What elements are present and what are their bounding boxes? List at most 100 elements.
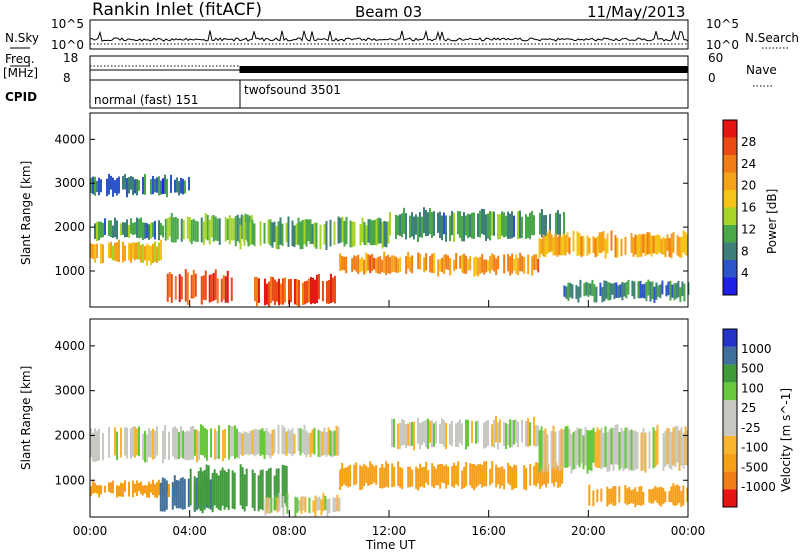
power-band-8-strip: [411, 212, 413, 237]
power-band-9-strip: [658, 235, 661, 253]
velocity-band-0-strip: [116, 431, 118, 461]
power-band-3-strip: [212, 215, 215, 242]
velocity-band-5-strip: [318, 496, 321, 510]
power-band-4-strip: [190, 275, 193, 299]
velocity-band-8-strip: [594, 431, 597, 467]
power-band-7-strip: [463, 253, 466, 274]
velocity-band-1-strip: [110, 482, 112, 494]
velocity-band-8-strip: [564, 426, 567, 468]
power-band-10-strip: [679, 287, 682, 302]
velocity-band-6-strip: [373, 466, 376, 483]
power-band-2-strip: [118, 176, 120, 194]
velocity-band-7-strip: [505, 423, 507, 450]
power-band-4-strip: [186, 272, 189, 305]
velocity-band-6-strip: [483, 461, 486, 487]
power-band-9-strip: [656, 234, 659, 255]
power-band-6-strip: [351, 221, 354, 248]
velocity-band-8-strip: [624, 427, 627, 469]
velocity-band-8-strip: [574, 430, 577, 470]
velocity-band-4-strip: [303, 424, 306, 455]
velocity-band-3-strip: [231, 470, 234, 509]
power-band-10-strip: [621, 281, 624, 301]
power-band-8-strip: [401, 213, 403, 238]
velocity-band-3-strip: [213, 469, 216, 506]
velocity-colorbar-frame: [722, 328, 738, 508]
velocity-band-7-strip: [411, 421, 413, 446]
velocity-band-2-strip: [161, 477, 164, 512]
velocity-band-3-strip: [269, 467, 272, 505]
power-band-2-strip: [136, 179, 138, 196]
velocity-band-7-strip: [431, 420, 433, 448]
velocity-band-3-strip: [197, 471, 200, 509]
power-yticks: 1000 2000 3000 4000: [54, 132, 688, 278]
velocity-band-3-strip: [223, 470, 226, 510]
power-band-6-strip: [333, 221, 336, 246]
power-band-8-strip: [463, 212, 465, 242]
velocity-band-6-strip: [367, 467, 370, 486]
velocity-band-6-strip: [555, 462, 558, 483]
power-band-0-strip: [134, 242, 136, 261]
power-band-4-strip: [220, 278, 223, 303]
velocity-band-6-strip: [381, 463, 384, 489]
power-colorbar-segment-9: [723, 120, 737, 138]
power-ylabel: Slant Range [km]: [19, 161, 33, 265]
power-band-4-strip: [168, 271, 171, 298]
velocity-band-7-strip: [527, 418, 529, 447]
power-band-3-strip: [218, 218, 221, 245]
velocity-band-9-strip: [686, 487, 689, 502]
power-band-9-strip: [604, 238, 607, 259]
velocity-band-2-strip: [183, 478, 186, 510]
velocity-band-2-strip: [173, 475, 176, 506]
power-band-9-strip: [544, 236, 547, 258]
power-band-10-strip: [669, 280, 672, 301]
velocity-band-6-strip: [463, 466, 466, 488]
velocity-colorbar-tick-3: -25: [741, 421, 761, 435]
power-band-3-strip: [234, 216, 237, 247]
velocity-band-1-strip: [146, 485, 148, 498]
power-band-9-strip: [610, 230, 613, 251]
power-band-8-strip: [427, 212, 429, 236]
power-band-7-strip: [477, 257, 480, 277]
power-band-10-strip: [647, 279, 650, 296]
velocity-band-5-strip: [282, 496, 285, 516]
velocity-band-9-strip: [676, 484, 679, 505]
velocity-band-8-strip: [578, 428, 581, 468]
velocity-band-2-strip: [195, 477, 198, 511]
power-band-8-strip: [415, 214, 417, 235]
power-band-2-strip: [158, 176, 160, 196]
velocity-band-6-strip: [499, 467, 502, 489]
nsky-tick-top: 10^5: [51, 17, 84, 31]
power-band-6-strip: [249, 222, 252, 246]
velocity-band-6-strip: [471, 464, 474, 489]
power-band-6-strip: [325, 220, 328, 250]
power-band-2-strip: [174, 179, 176, 193]
velocity-band-4-strip: [323, 427, 326, 456]
power-band-9-strip: [616, 237, 619, 258]
power-band-9-strip: [594, 238, 597, 258]
power-band-6-strip: [315, 222, 318, 249]
velocity-band-4-strip: [251, 430, 254, 455]
power-band-2-strip: [152, 175, 154, 195]
power-band-10-strip: [577, 286, 580, 303]
velocity-band-9-strip: [662, 487, 665, 504]
power-band-6-strip: [251, 219, 254, 245]
velocity-band-8-strip: [670, 432, 673, 470]
power-band-7-strip: [429, 255, 432, 273]
power-colorbar-segment-6: [723, 172, 737, 190]
power-band-7-strip: [479, 256, 482, 274]
velocity-band-6-strip: [391, 463, 394, 488]
velocity-band-4-strip: [293, 434, 296, 454]
velocity-band-6-strip: [515, 465, 518, 488]
power-band-7-strip: [445, 254, 448, 270]
power-band-8-strip: [397, 215, 399, 236]
velocity-band-7-strip: [499, 419, 501, 443]
velocity-band-4-strip: [331, 431, 334, 458]
power-band-9-strip: [606, 233, 609, 254]
velocity-band-5-strip: [336, 494, 339, 512]
power-band-10-strip: [601, 287, 604, 303]
velocity-band-8-strip: [558, 430, 561, 471]
power-band-6-strip: [299, 221, 302, 250]
velocity-band-4-strip: [333, 430, 336, 456]
power-band-5-strip: [287, 279, 290, 305]
velocity-band-7-strip: [397, 423, 399, 450]
